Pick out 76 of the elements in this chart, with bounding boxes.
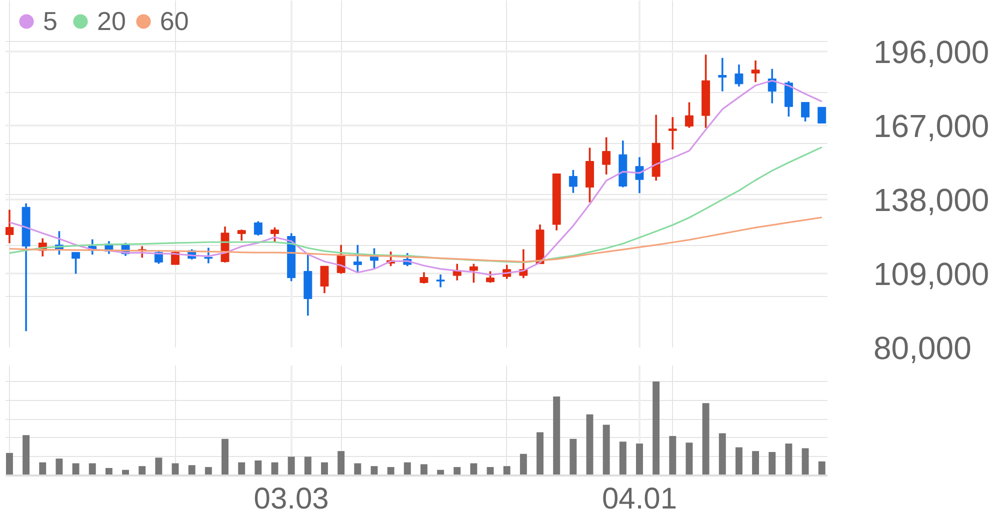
candlestick [751, 60, 760, 84]
line-series [8, 146, 823, 264]
bar [72, 463, 80, 476]
bar [669, 436, 676, 476]
candlestick [469, 262, 478, 284]
y-tick-label: 167,000 [874, 108, 990, 144]
bar [420, 464, 428, 476]
legend-label: 5 [43, 6, 58, 36]
x-tick-label: 03.03 [254, 482, 329, 516]
bar [818, 461, 826, 476]
bar [370, 466, 378, 476]
bar [172, 463, 179, 476]
bar [520, 454, 527, 476]
candlestick [784, 80, 793, 118]
bar [503, 466, 510, 476]
bar [652, 382, 660, 476]
candlestick [801, 101, 810, 122]
bar [354, 463, 362, 476]
y-tick-label: 109,000 [874, 256, 990, 292]
bar [636, 444, 643, 476]
candlestick [685, 101, 694, 129]
candlestick [270, 226, 279, 244]
candlestick [6, 208, 14, 244]
candlestick [420, 271, 428, 284]
candlestick [436, 274, 445, 288]
x-tick-label: 04.01 [602, 482, 678, 516]
bar [702, 403, 710, 476]
bar [586, 414, 594, 476]
y-tick-label: 138,000 [874, 182, 990, 218]
bar [470, 463, 478, 476]
bar [321, 462, 328, 476]
bar [39, 462, 46, 476]
candlestick [668, 116, 677, 150]
candlestick [72, 251, 80, 275]
bar [802, 448, 809, 476]
candlestick [353, 244, 362, 274]
bar [768, 452, 776, 476]
bar [785, 444, 792, 476]
bar [718, 433, 726, 476]
bar [288, 456, 295, 476]
bar [686, 442, 693, 476]
candlestick [734, 64, 744, 88]
bar [304, 456, 312, 476]
bar [188, 465, 196, 476]
candlestick [568, 169, 578, 194]
bar [138, 466, 146, 476]
candlestick [320, 265, 329, 294]
bar [22, 435, 30, 476]
candlestick [254, 220, 262, 236]
bar [56, 458, 63, 476]
legend-label: 20 [97, 6, 126, 36]
bar [222, 438, 228, 476]
bar [602, 424, 610, 476]
candlestick [237, 228, 246, 242]
bar [619, 442, 626, 476]
bar [404, 462, 411, 476]
bar [6, 452, 13, 476]
candlestick [818, 106, 826, 124]
candlestick [204, 246, 213, 264]
bar [238, 462, 246, 476]
y-tick-label: 196,000 [874, 34, 990, 70]
bar [254, 460, 262, 476]
candlestick [602, 136, 611, 176]
bar [553, 396, 560, 476]
bar [536, 432, 544, 476]
bar [338, 451, 345, 476]
y-tick-label: 80,000 [874, 330, 972, 366]
bar [735, 447, 742, 476]
line-series [8, 80, 823, 276]
bar [155, 458, 162, 476]
bar [570, 438, 577, 476]
bar [752, 451, 760, 476]
bar [88, 463, 96, 476]
candlestick [718, 57, 727, 92]
legend-label: 60 [160, 6, 189, 36]
candlestick [635, 156, 644, 194]
